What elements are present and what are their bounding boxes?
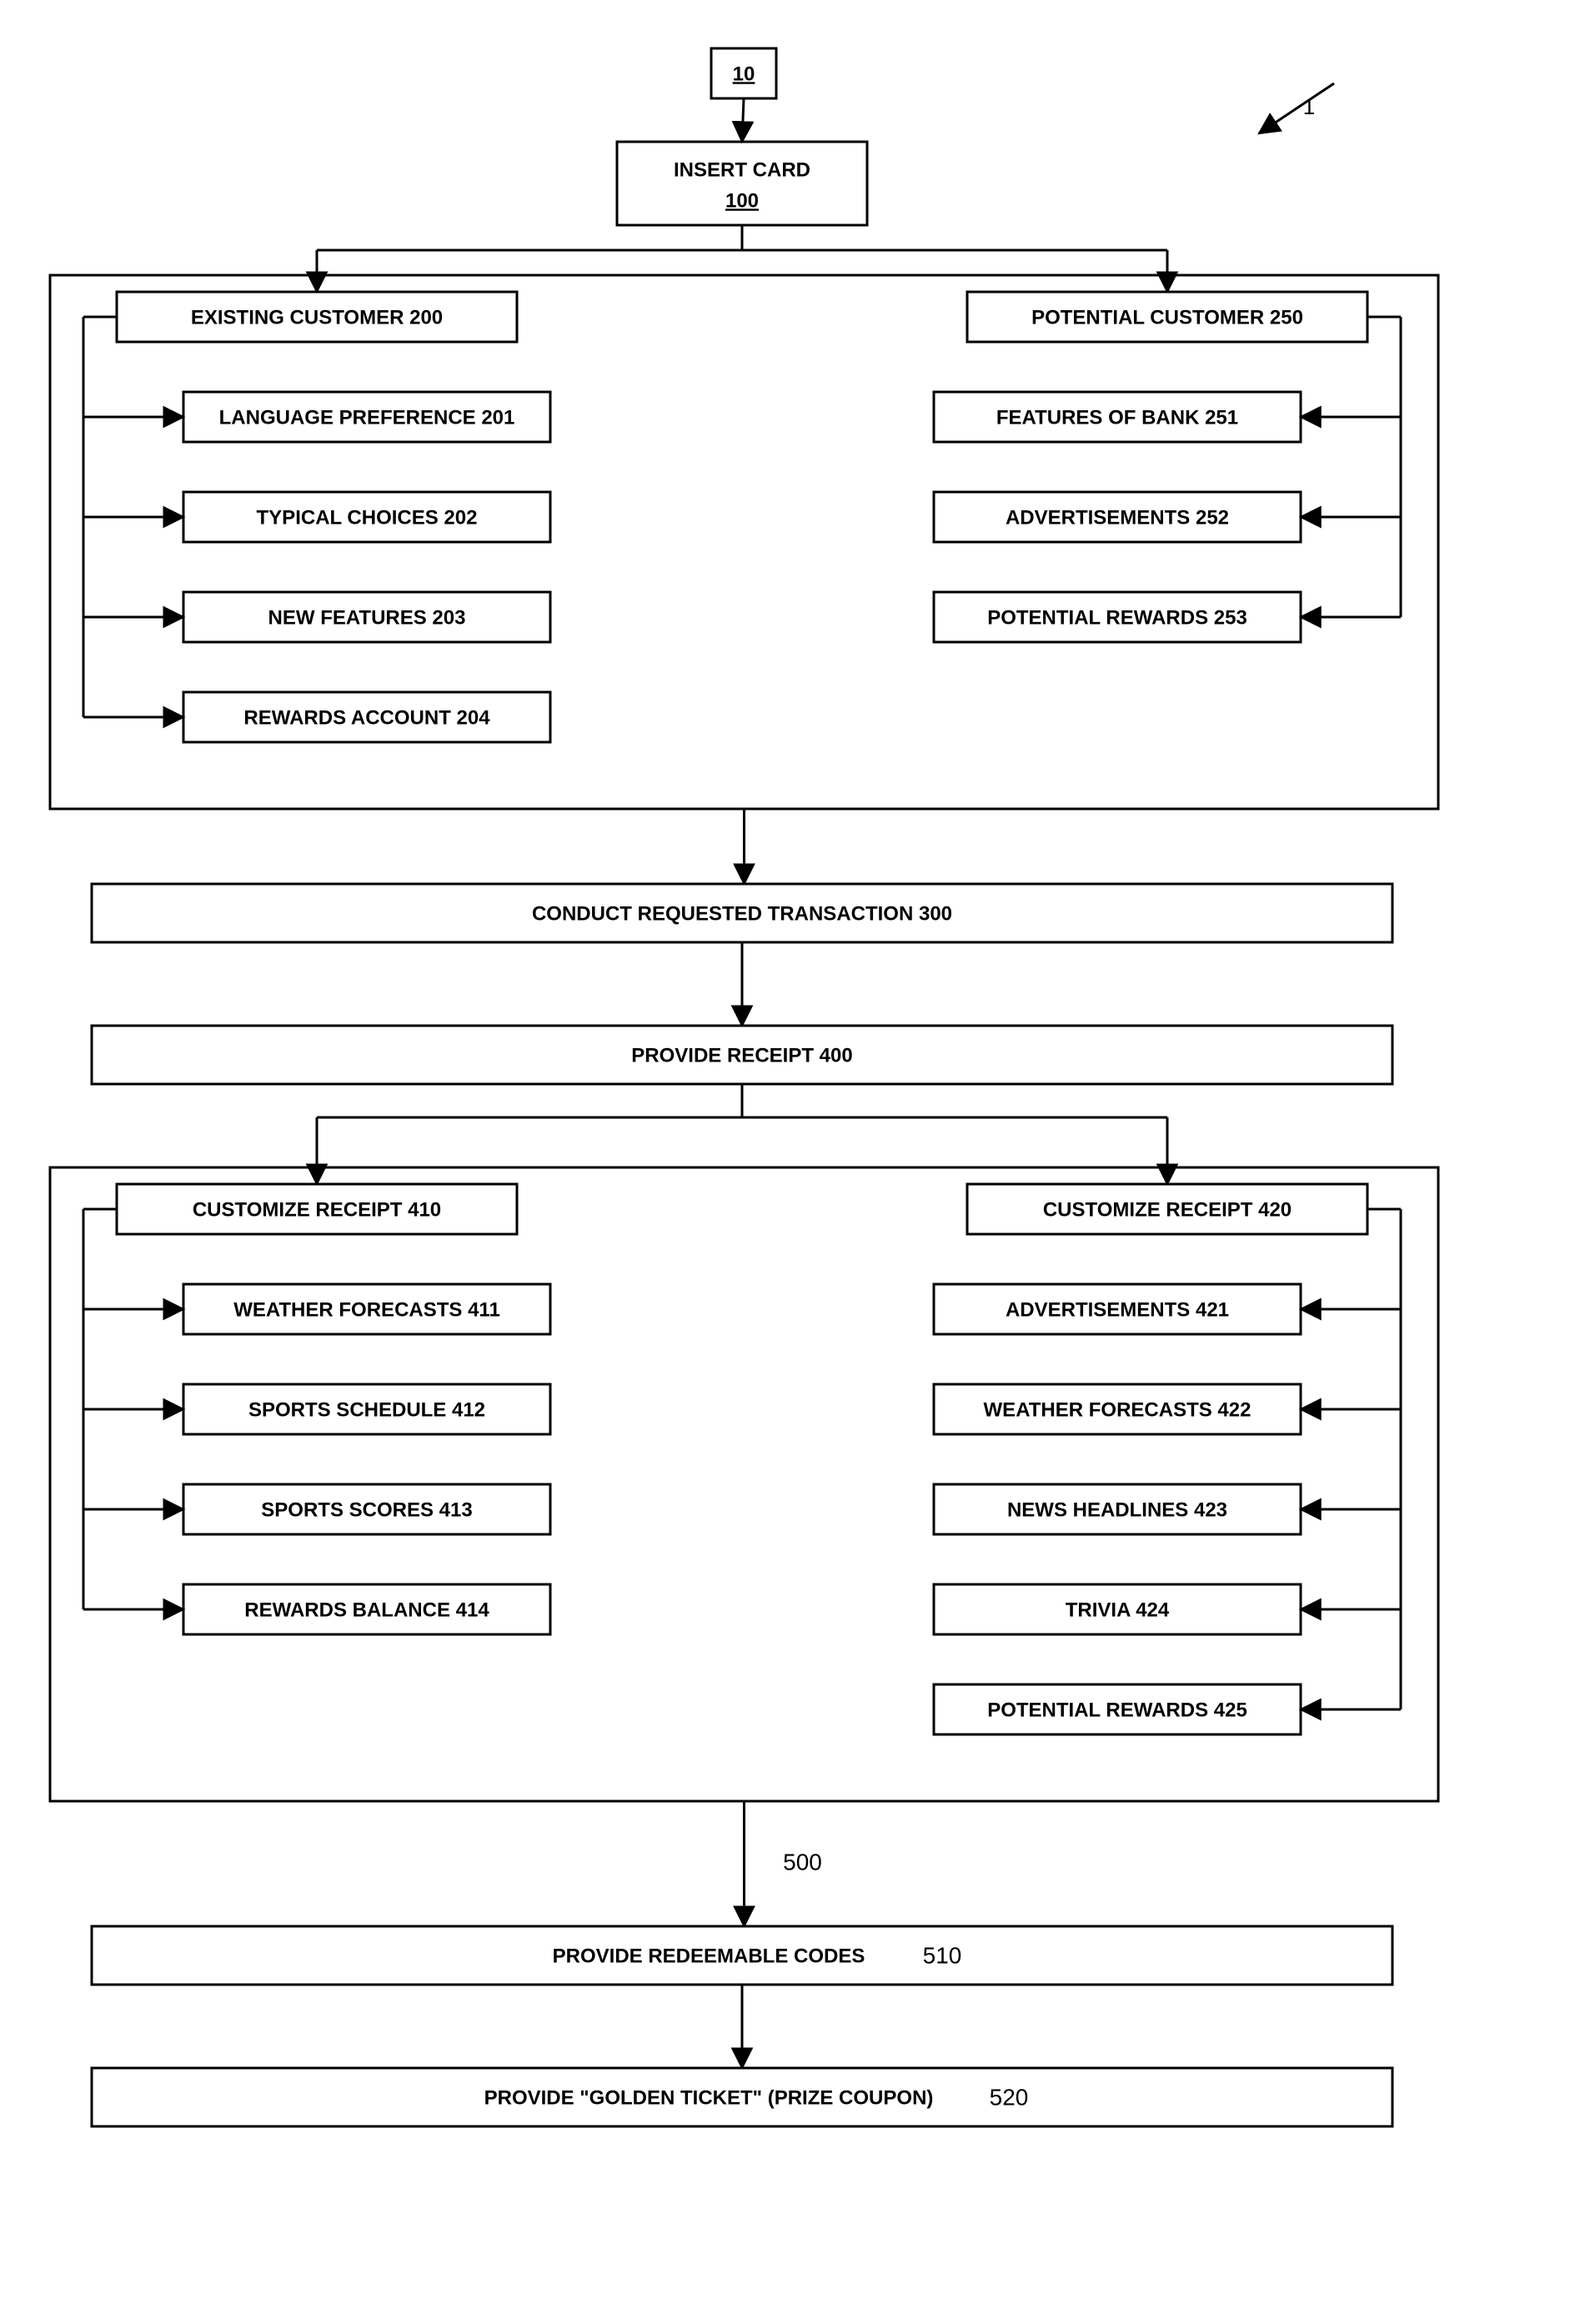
svg-text:CUSTOMIZE RECEIPT 420: CUSTOMIZE RECEIPT 420 [1043, 1198, 1292, 1221]
svg-text:WEATHER FORECASTS 422: WEATHER FORECASTS 422 [984, 1398, 1251, 1421]
svg-text:WEATHER FORECASTS 411: WEATHER FORECASTS 411 [233, 1298, 500, 1321]
svg-text:PROVIDE "GOLDEN TICKET" (PRIZE: PROVIDE "GOLDEN TICKET" (PRIZE COUPON) [484, 2086, 934, 2109]
svg-text:PROVIDE REDEEMABLE CODES: PROVIDE REDEEMABLE CODES [553, 1945, 865, 1967]
svg-text:CONDUCT REQUESTED TRANSACTION: CONDUCT REQUESTED TRANSACTION 300 [532, 902, 952, 925]
svg-text:EXISTING CUSTOMER 200: EXISTING CUSTOMER 200 [191, 306, 443, 329]
svg-text:ADVERTISEMENTS 252: ADVERTISEMENTS 252 [1006, 506, 1229, 529]
flowchart: 110INSERT CARD100EXISTING CUSTOMER 200LA… [0, 0, 1580, 2324]
svg-text:PROVIDE RECEIPT 400: PROVIDE RECEIPT 400 [631, 1044, 852, 1067]
svg-text:TRIVIA 424: TRIVIA 424 [1066, 1599, 1170, 1621]
svg-text:NEWS HEADLINES 423: NEWS HEADLINES 423 [1007, 1498, 1227, 1521]
svg-text:POTENTIAL CUSTOMER 250: POTENTIAL CUSTOMER 250 [1031, 306, 1303, 329]
svg-text:500: 500 [783, 1849, 822, 1875]
svg-text:SPORTS SCORES 413: SPORTS SCORES 413 [261, 1498, 472, 1521]
svg-text:INSERT CARD: INSERT CARD [674, 158, 810, 181]
svg-text:POTENTIAL REWARDS 253: POTENTIAL REWARDS 253 [987, 606, 1247, 629]
svg-text:NEW FEATURES 203: NEW FEATURES 203 [268, 606, 466, 629]
svg-text:LANGUAGE PREFERENCE 201: LANGUAGE PREFERENCE 201 [219, 406, 515, 429]
svg-text:POTENTIAL REWARDS 425: POTENTIAL REWARDS 425 [987, 1699, 1247, 1721]
svg-text:510: 510 [923, 1942, 962, 1968]
svg-text:SPORTS SCHEDULE 412: SPORTS SCHEDULE 412 [248, 1398, 485, 1421]
svg-text:REWARDS BALANCE 414: REWARDS BALANCE 414 [244, 1599, 489, 1621]
svg-text:REWARDS ACCOUNT 204: REWARDS ACCOUNT 204 [243, 706, 490, 729]
svg-text:TYPICAL CHOICES 202: TYPICAL CHOICES 202 [257, 506, 478, 529]
svg-text:10: 10 [733, 63, 755, 85]
svg-text:520: 520 [990, 2084, 1029, 2110]
svg-text:ADVERTISEMENTS 421: ADVERTISEMENTS 421 [1006, 1298, 1229, 1321]
svg-text:CUSTOMIZE RECEIPT 410: CUSTOMIZE RECEIPT 410 [193, 1198, 441, 1221]
svg-text:FEATURES OF BANK 251: FEATURES OF BANK 251 [996, 406, 1238, 429]
svg-text:100: 100 [725, 189, 759, 212]
